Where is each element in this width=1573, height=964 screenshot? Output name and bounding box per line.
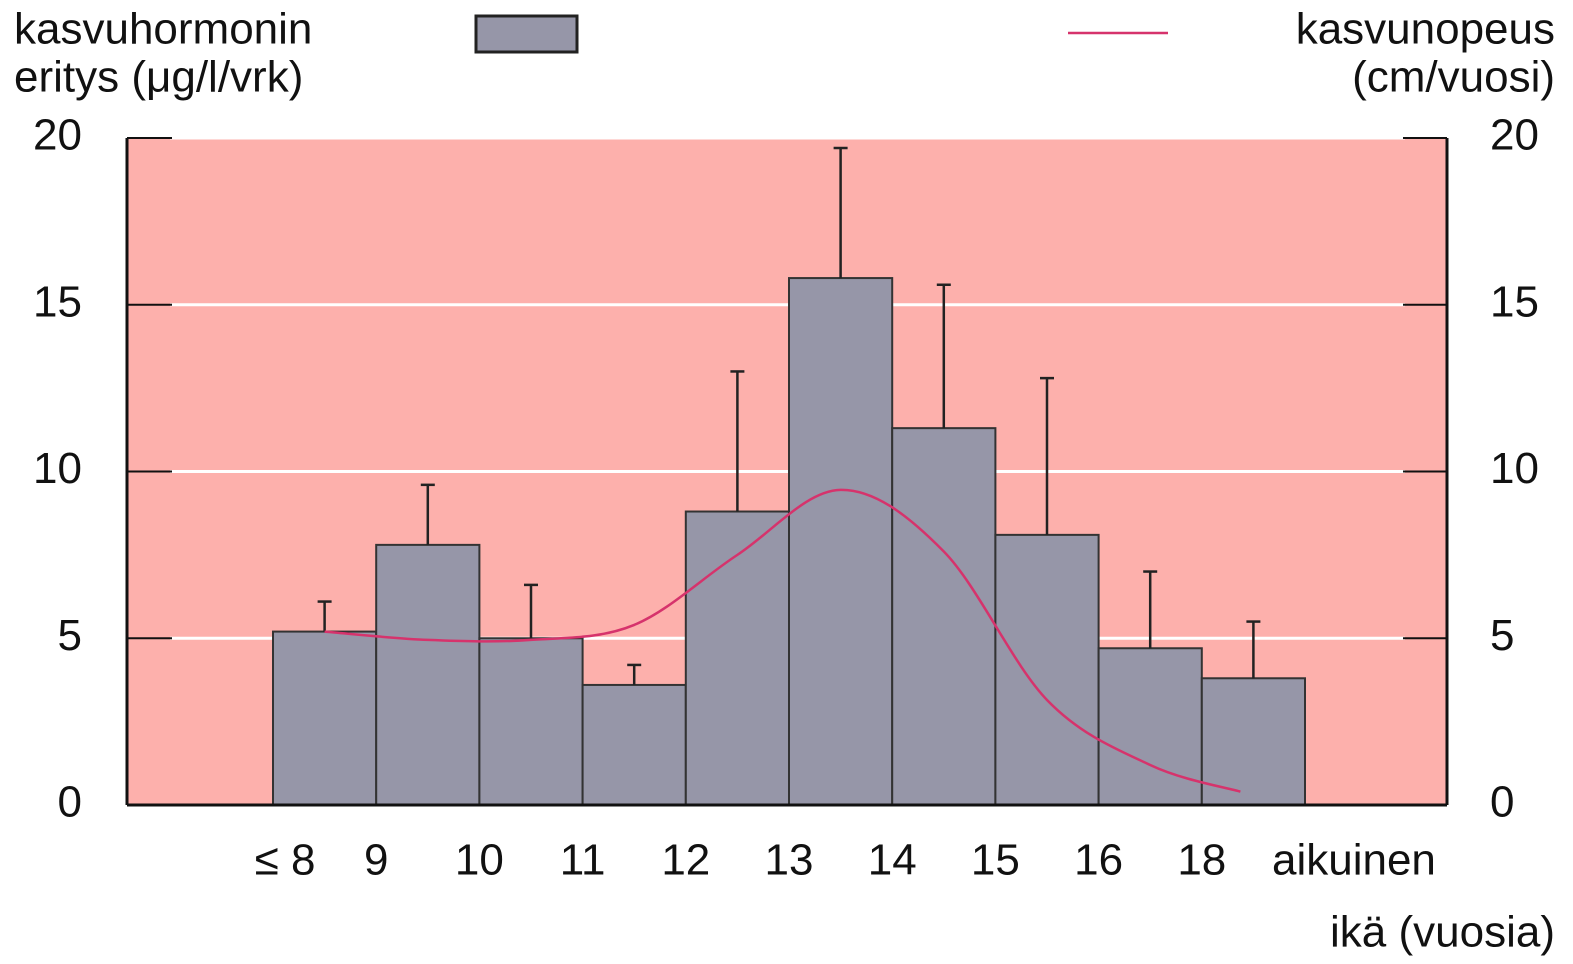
x-tick-label: 14 xyxy=(868,836,917,885)
x-tick-label: 18 xyxy=(1177,836,1226,885)
x-tick-label: 9 xyxy=(364,836,388,885)
y-tick-label: 0 xyxy=(58,778,82,827)
legend-bar-key xyxy=(474,14,579,54)
y-tick-label: 15 xyxy=(33,277,82,326)
y2-axis-label: (cm/vuosi) xyxy=(1352,53,1555,102)
legend-line-label: kasvunopeus xyxy=(1296,5,1555,54)
x-tick-label: 11 xyxy=(560,836,606,885)
x-tick-label: 16 xyxy=(1074,836,1123,885)
y-axis-label: eritys (μg/l/vrk) xyxy=(14,53,303,102)
x-tick-label: 12 xyxy=(661,836,710,885)
y2-tick-label: 5 xyxy=(1490,611,1514,660)
x-tick-label: 10 xyxy=(455,836,504,885)
legend-bar-label: kasvuhormonin xyxy=(14,5,312,54)
line xyxy=(324,488,1241,793)
bar xyxy=(1097,647,1203,806)
bar xyxy=(478,637,584,806)
bar xyxy=(788,277,894,806)
y2-tick-label: 20 xyxy=(1490,111,1539,160)
y2-tick-label: 0 xyxy=(1490,778,1514,827)
x-tick-label: ≤ 8 xyxy=(255,836,316,885)
y-tick-label: 20 xyxy=(33,111,82,160)
x-tick-label: 13 xyxy=(765,836,814,885)
x-tick-label: 15 xyxy=(971,836,1020,885)
y2-tick-label: 10 xyxy=(1490,444,1539,493)
y-tick-label: 10 xyxy=(33,444,82,493)
bar xyxy=(272,630,378,807)
x-tick-label: aikuinen xyxy=(1272,836,1436,885)
y2-tick-label: 15 xyxy=(1490,277,1539,326)
bar xyxy=(994,533,1100,806)
bar xyxy=(891,427,997,806)
bar xyxy=(581,683,687,806)
y-tick-label: 5 xyxy=(58,611,82,660)
bar xyxy=(375,543,481,806)
x-axis-label: ikä (vuosia) xyxy=(1330,908,1555,957)
bar xyxy=(1200,677,1307,807)
